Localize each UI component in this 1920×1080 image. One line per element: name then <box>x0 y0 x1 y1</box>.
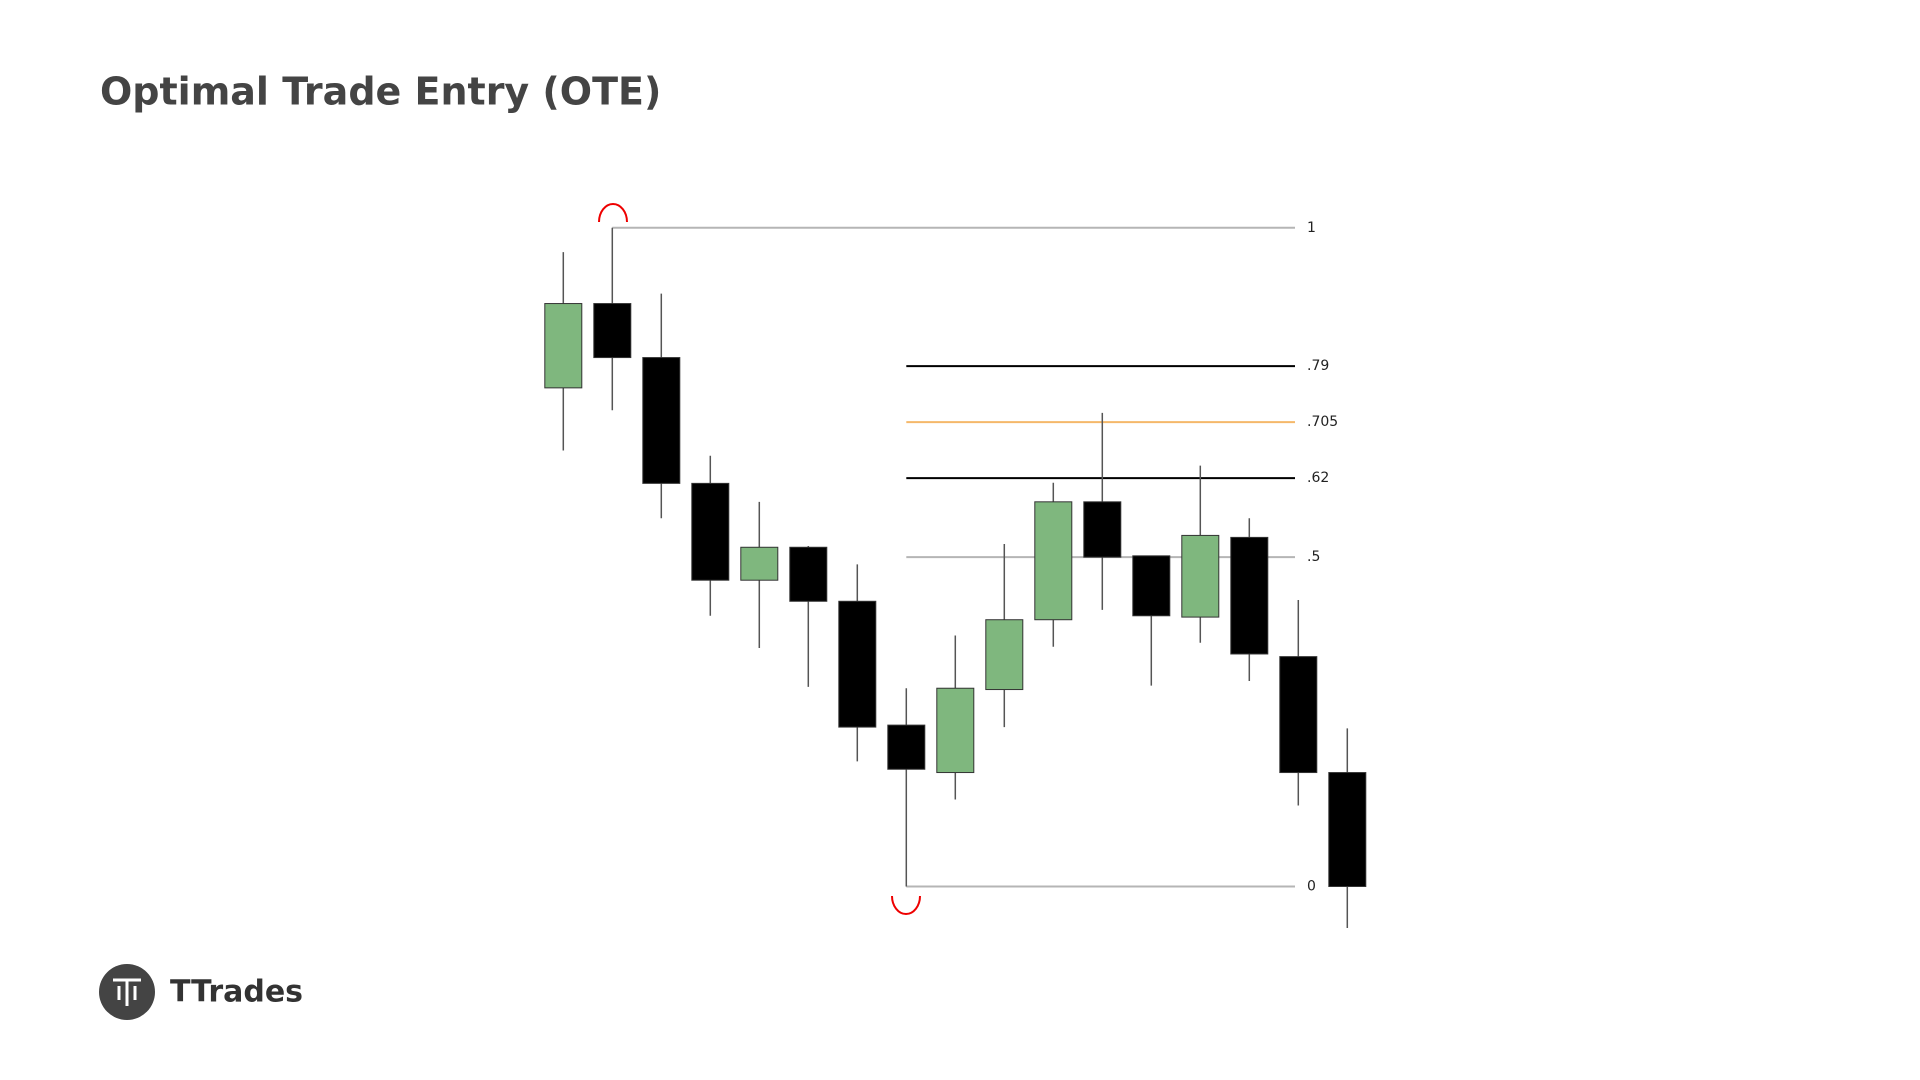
candle-body <box>544 303 583 389</box>
chart-title: Optimal Trade Entry (OTE) <box>100 70 661 114</box>
logo-glyph <box>113 978 141 1006</box>
candle-body <box>740 546 779 581</box>
candle-body <box>1132 555 1171 617</box>
candle-body <box>593 303 632 359</box>
fib-level-label: .705 <box>1307 414 1338 430</box>
fib-level-label: 1 <box>1307 220 1316 236</box>
candle-body <box>838 600 877 728</box>
candle-body <box>1279 656 1318 774</box>
fib-level-label: .79 <box>1307 358 1329 374</box>
fib-level-label: 0 <box>1307 879 1316 895</box>
candle-body <box>1034 501 1073 621</box>
swing-low-marker <box>891 895 921 915</box>
candle-body <box>691 482 730 581</box>
candle-body <box>642 357 681 484</box>
swing-high-marker <box>598 203 628 223</box>
candle-body <box>1083 501 1122 558</box>
candle-body <box>985 619 1024 691</box>
brand-name: TTrades <box>170 975 303 1010</box>
fib-level-label: .62 <box>1307 470 1329 486</box>
candle-body <box>1328 772 1367 888</box>
candle-body <box>789 546 828 602</box>
candle-body <box>1181 534 1220 618</box>
candle-body <box>936 687 975 774</box>
candle-body <box>887 724 926 770</box>
fib-level-label: .5 <box>1307 549 1320 565</box>
candle-body <box>1230 536 1269 655</box>
